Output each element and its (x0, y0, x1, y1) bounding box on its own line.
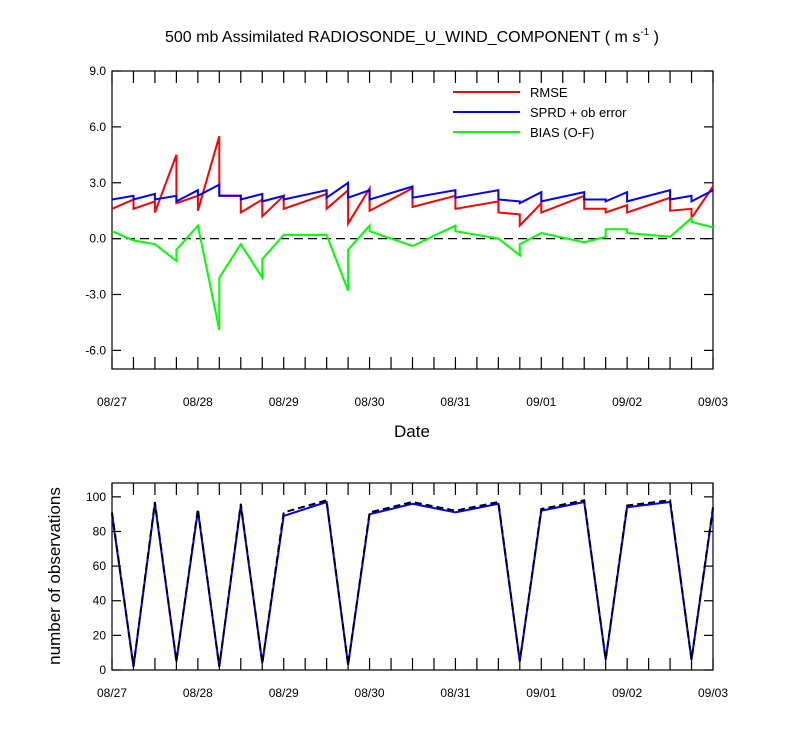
chart-title: 500 mb Assimilated RADIOSONDE_U_WIND_COM… (165, 27, 659, 46)
series-bias-o-f (111, 215, 714, 331)
x-axis-title: Date (394, 422, 430, 441)
x-tick-label: 09/03 (698, 395, 728, 409)
x-tick-label: 09/02 (612, 686, 642, 700)
x-tick-label: 08/29 (269, 395, 299, 409)
x-tick-label: 08/31 (440, 686, 470, 700)
x-tick-label: 08/31 (440, 395, 470, 409)
y-tick-label: 0 (99, 663, 106, 677)
x-tick-label: 08/30 (355, 395, 385, 409)
x-tick-label: 08/29 (269, 686, 299, 700)
x-tick-label: 08/27 (97, 686, 127, 700)
y-tick-label: 60 (93, 559, 107, 573)
series-sprd-ob-error (111, 180, 714, 205)
y-tick-label: 9.0 (89, 64, 106, 78)
y-tick-label: -6.0 (85, 343, 106, 357)
y-tick-label: 3.0 (89, 176, 106, 190)
series-possible (111, 499, 714, 667)
series-assimilated (111, 500, 714, 667)
y-tick-label: 100 (86, 490, 106, 504)
x-tick-label: 08/28 (183, 395, 213, 409)
x-tick-label: 09/01 (526, 395, 556, 409)
legend: RMSE SPRD + ob error BIAS (O-F) (453, 85, 627, 140)
x-tick-label: 09/01 (526, 686, 556, 700)
y-tick-label: -3.0 (85, 288, 106, 302)
x-tick-label: 08/27 (97, 395, 127, 409)
x-tick-label: 09/02 (612, 395, 642, 409)
x-tick-label: 08/30 (355, 686, 385, 700)
x-tick-label: 08/28 (183, 686, 213, 700)
y-tick-label: 20 (93, 628, 107, 642)
legend-label: BIAS (O-F) (530, 125, 594, 140)
bottom-plot-frame (111, 482, 714, 671)
y-tick-label: 40 (93, 594, 107, 608)
y-tick-label: 0.0 (89, 232, 106, 246)
legend-label: SPRD + ob error (530, 105, 627, 120)
y-tick-label: 80 (93, 524, 107, 538)
x-tick-label: 09/03 (698, 686, 728, 700)
observation-count-panel: 100 80 60 40 20 0 08/27 08/28 08/29 08/30 08/31 09… (45, 482, 728, 700)
y-axis-title: number of observations (45, 487, 64, 665)
y-tick-label: 6.0 (89, 120, 106, 134)
legend-label: RMSE (530, 85, 568, 100)
rmse-spread-bias-panel: 500 mb Assimilated RADIOSONDE_U_WIND_COM… (85, 27, 728, 441)
series-rmse (111, 135, 714, 229)
